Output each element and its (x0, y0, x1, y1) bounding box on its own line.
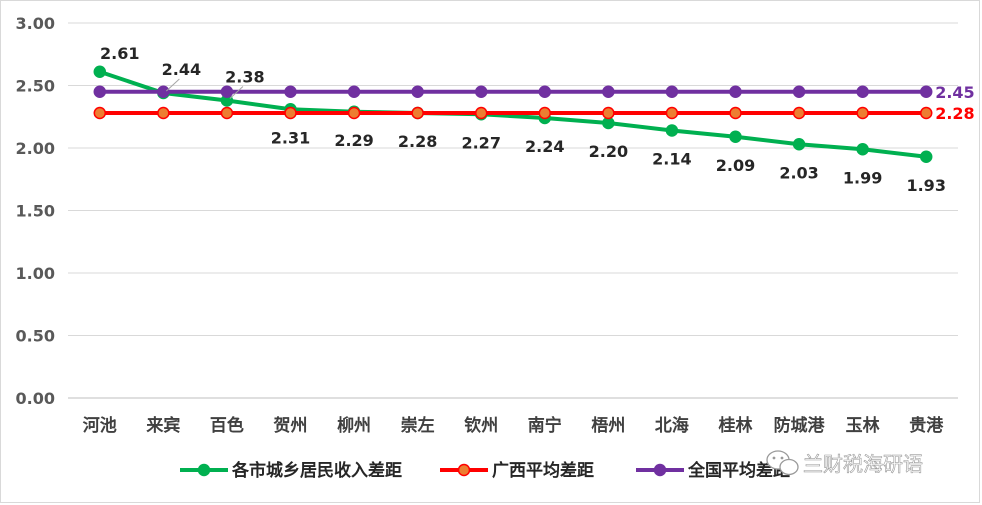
series-marker-1 (538, 106, 552, 120)
data-label: 1.93 (906, 176, 945, 195)
x-tick-label: 钦州 (464, 415, 498, 436)
end-label: 2.28 (935, 104, 974, 123)
series-marker-1 (792, 106, 806, 120)
watermark: 兰财税海研语 (766, 450, 923, 476)
legend-marker (653, 463, 667, 477)
data-label: 2.44 (162, 60, 201, 79)
wechat-icon (766, 450, 799, 476)
series-marker-2 (919, 85, 933, 98)
series-marker-1 (347, 106, 361, 120)
legend-marker (197, 463, 211, 477)
x-tick-label: 南宁 (528, 415, 562, 436)
y-tick-label: 0.50 (16, 327, 55, 346)
legend-marker (457, 463, 471, 477)
leader-line (166, 78, 180, 92)
data-label: 2.20 (589, 142, 628, 161)
y-axis-ticks: 0.00 0.50 1.00 1.50 2.00 2.50 3.00 (16, 14, 55, 408)
data-label: 2.38 (225, 68, 264, 87)
series-marker-2 (602, 85, 615, 98)
series-marker-2 (665, 85, 679, 98)
x-tick-label: 河池 (83, 415, 117, 436)
y-tick-label: 2.50 (16, 77, 55, 96)
data-label: 2.27 (461, 133, 500, 152)
series-marker-1 (411, 106, 424, 120)
x-tick-label: 防城港 (774, 415, 826, 436)
x-tick-label: 崇左 (401, 415, 435, 436)
legend-label: 各市城乡居民收入差距 (231, 460, 402, 481)
series-marker-0 (665, 124, 679, 137)
x-tick-label: 贺州 (273, 416, 308, 436)
x-tick-label: 柳州 (337, 415, 371, 436)
series-marker-0 (729, 130, 742, 143)
series-marker-1 (157, 106, 170, 120)
data-label: 2.28 (398, 132, 437, 151)
x-axis-ticks: 河池 来宾 百色 贺州 柳州 崇左 钦州 南宁 梧州 北海 桂林 防城港 玉林 贵港 (83, 415, 944, 436)
series-marker-1 (729, 106, 742, 120)
series-marker-2 (538, 85, 552, 98)
series-marker-1 (220, 106, 234, 120)
data-label: 2.03 (779, 163, 818, 182)
series-marker-0 (919, 150, 933, 163)
y-tick-label: 3.00 (16, 14, 55, 33)
x-tick-label: 百色 (210, 415, 244, 436)
data-label: 2.31 (271, 128, 310, 147)
series-marker-2 (792, 85, 806, 98)
y-tick-label: 0.00 (16, 389, 55, 408)
legend-label: 全国平均差距 (687, 460, 790, 481)
grid-lines (68, 22, 958, 399)
series-marker-2 (284, 85, 297, 98)
series-marker-2 (93, 85, 107, 98)
data-label: 2.29 (334, 131, 373, 150)
legend: 各市城乡居民收入差距 广西平均差距 全国平均差距 (180, 460, 790, 481)
legend-label: 广西平均差距 (492, 460, 594, 481)
series-marker-2 (347, 85, 361, 98)
x-tick-label: 桂林 (718, 415, 753, 436)
x-tick-label: 梧州 (591, 415, 625, 436)
y-tick-label: 1.00 (16, 264, 55, 283)
series-marker-2 (729, 85, 742, 98)
series-marker-2 (411, 85, 424, 98)
series-marker-1 (474, 106, 488, 120)
series-marker-1 (665, 106, 679, 120)
watermark-text: 兰财税海研语 (803, 452, 923, 476)
data-label: 2.61 (100, 44, 139, 63)
series-marker-0 (93, 65, 107, 78)
series-marker-0 (856, 143, 869, 156)
series-line-0 (99, 69, 927, 159)
data-label: 1.99 (843, 168, 882, 187)
series-marker-1 (93, 106, 107, 120)
y-tick-label: 1.50 (16, 202, 55, 221)
series-marker-2 (856, 85, 869, 98)
leader-line (229, 86, 244, 99)
x-tick-label: 北海 (655, 415, 689, 436)
data-label: 2.14 (652, 150, 691, 169)
end-label: 2.45 (935, 83, 974, 102)
data-label: 2.09 (716, 156, 755, 175)
series-marker-1 (602, 106, 615, 120)
series-marker-2 (220, 85, 234, 98)
series-marker-1 (284, 106, 297, 120)
data-label: 2.24 (525, 137, 564, 156)
data-labels: 2.61 2.44 2.38 2.31 2.29 2.28 2.27 2.24 2.20 2.14… (100, 44, 975, 195)
x-tick-label: 来宾 (145, 415, 180, 436)
x-tick-label: 贵港 (909, 415, 944, 436)
y-tick-label: 2.00 (16, 139, 55, 158)
series-marker-2 (474, 85, 488, 98)
series-marker-1 (856, 106, 869, 120)
x-tick-label: 玉林 (846, 415, 880, 436)
series-marker-1 (919, 106, 933, 120)
series-marker-2 (157, 85, 170, 98)
series-marker-0 (792, 138, 806, 151)
